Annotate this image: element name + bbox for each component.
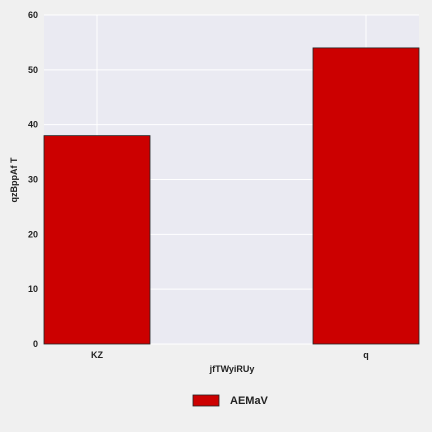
- x-axis-ticks: KZ q: [91, 350, 369, 360]
- y-axis-ticks: 0 10 20 30 40 50 60: [28, 10, 38, 349]
- y-tick-label: 50: [28, 65, 38, 75]
- x-axis-title: jfTWyiRUy: [209, 364, 255, 374]
- x-tick-label: KZ: [91, 350, 103, 360]
- y-tick-label: 10: [28, 284, 38, 294]
- y-tick-label: 30: [28, 175, 38, 185]
- bars: [43, 47, 420, 345]
- x-tick-label: q: [363, 350, 369, 360]
- y-axis-title: qzBppAf T: [9, 157, 19, 202]
- y-tick-label: 40: [28, 120, 38, 130]
- y-tick-label: 0: [33, 339, 38, 349]
- bar-q: [312, 47, 420, 345]
- legend: AEMaV: [192, 394, 269, 407]
- bar-KZ: [43, 135, 151, 345]
- y-tick-label: 60: [28, 10, 38, 20]
- legend-swatch: [192, 394, 220, 407]
- legend-label: AEMaV: [230, 395, 269, 407]
- y-tick-label: 20: [28, 229, 38, 239]
